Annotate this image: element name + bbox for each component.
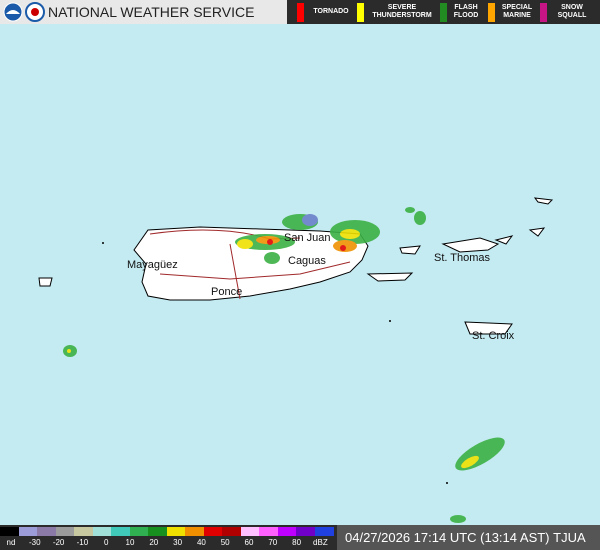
scale-cell: [259, 527, 278, 536]
scale-cell: [55, 527, 75, 536]
warning-swatch: [540, 3, 547, 22]
warning-swatch: [357, 3, 364, 22]
timestamp: 04/27/2026 17:14 UTC (13:14 AST) TJUA: [337, 525, 600, 550]
scale-label: 70: [268, 538, 278, 547]
header: NATIONAL WEATHER SERVICE TORNADO SEVERE T…: [0, 0, 600, 24]
scale-label: 60: [244, 538, 254, 547]
footer: nd -30 -20 -10 0 10 20 30 40 50 60 70 80 dBZ 04/27/20…: [0, 525, 600, 550]
scale-cell: [129, 527, 149, 536]
scale-cell: [203, 527, 223, 536]
scale-label: 30: [173, 538, 183, 547]
city-label: Mayagüez: [127, 259, 178, 271]
radar-map: Mayagüez Ponce Caguas San Juan St. Thoma…: [38, 197, 554, 523]
scale-label: -10: [76, 538, 89, 547]
city-label: San Juan: [284, 232, 330, 244]
scale-cell: [18, 527, 38, 536]
scale-label: -30: [29, 538, 41, 547]
title: NATIONAL WEATHER SERVICE: [48, 4, 255, 20]
warning-label: SEVERE THUNDERSTORM: [372, 4, 432, 19]
scale-cell: [166, 527, 186, 536]
warning-label: FLASH FLOOD: [453, 4, 479, 19]
city-label: Ponce: [211, 286, 242, 298]
scale-cell: [37, 527, 56, 536]
warning-swatch: [297, 3, 304, 22]
scale-label: dBZ: [313, 538, 328, 547]
scale-label: 40: [196, 538, 206, 547]
scale-label: nd: [6, 538, 16, 547]
scale-label: 10: [125, 538, 135, 547]
warning-legend: TORNADO SEVERE THUNDERSTORM FLASH FLOOD SPE…: [287, 0, 600, 24]
city-label: St. Thomas: [434, 252, 491, 264]
scale-cell: [111, 527, 130, 536]
warning-swatch: [440, 3, 447, 22]
scale-cell: [185, 527, 204, 536]
city-label: Caguas: [288, 255, 326, 267]
scale-cell: [0, 527, 19, 536]
warning-label: TORNADO: [313, 8, 349, 15]
warning-swatch: [488, 3, 495, 22]
scale-cell: [222, 527, 241, 536]
scale-cell: [92, 527, 112, 536]
city-label: St. Croix: [472, 330, 515, 342]
scale-cell: [314, 527, 334, 536]
scale-label: 20: [149, 538, 159, 547]
scale-label: 50: [220, 538, 230, 547]
station: TJUA: [553, 530, 586, 545]
scale-cell: [148, 527, 167, 536]
scale-cell: [240, 527, 260, 536]
scale-label: 80: [292, 538, 302, 547]
scale-label: -20: [52, 538, 65, 547]
scale-cell: [74, 527, 93, 536]
scale-cell: [277, 527, 297, 536]
time: 04/27/2026 17:14 UTC (13:14 AST): [345, 530, 550, 545]
scale-label: 0: [103, 538, 109, 547]
warning-label: SNOW SQUALL: [557, 4, 587, 19]
logos: [3, 2, 45, 22]
scale-cell: [296, 527, 315, 536]
warning-label: SPECIAL MARINE: [501, 4, 533, 19]
